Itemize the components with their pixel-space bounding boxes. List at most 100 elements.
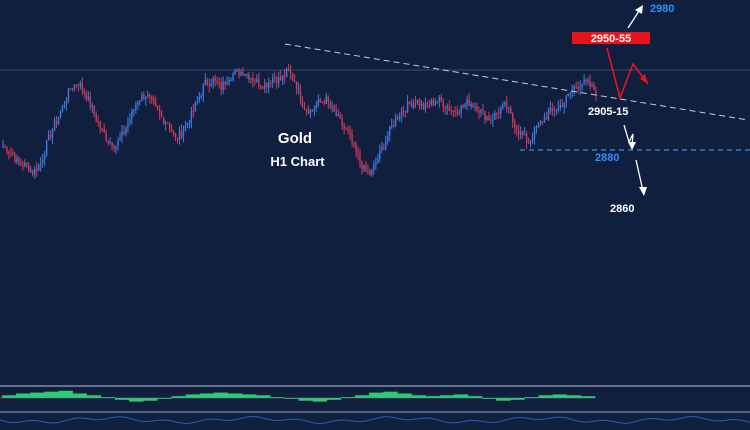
candle-body	[10, 152, 12, 154]
candle-body	[587, 80, 589, 82]
candle-body	[323, 102, 325, 104]
candle-body	[373, 164, 375, 170]
candle-body	[192, 110, 195, 112]
candle-body	[117, 140, 119, 146]
target-up-label: 2980	[650, 3, 674, 15]
candle-body	[325, 96, 327, 104]
candle-body	[313, 108, 316, 111]
candle-body	[200, 95, 203, 98]
resistance-box	[572, 32, 650, 44]
candle-body	[85, 93, 87, 100]
histogram-bar	[354, 395, 370, 398]
candle-body	[224, 81, 226, 85]
candle-body	[434, 102, 437, 106]
candle-body	[26, 162, 28, 166]
histogram-bar	[58, 390, 73, 398]
candle-body	[246, 73, 248, 75]
candle-body	[573, 86, 575, 90]
candle-body	[91, 105, 93, 108]
candle-body	[30, 170, 32, 173]
candle-body	[22, 164, 24, 167]
candle-body	[519, 131, 522, 135]
candle-body	[67, 88, 70, 101]
candle-body	[484, 110, 486, 120]
candle-body	[537, 122, 540, 127]
candle-body	[81, 83, 84, 91]
candle-body	[272, 77, 274, 84]
histogram-bar	[16, 393, 31, 398]
candle-body	[190, 110, 193, 124]
candle-body	[139, 100, 141, 103]
candle-body	[412, 102, 415, 108]
candle-body	[79, 83, 82, 87]
candle-body	[222, 81, 224, 91]
histogram-bar	[213, 392, 229, 398]
candle-body	[93, 105, 95, 115]
candle-body	[8, 152, 10, 154]
candle-body	[147, 94, 149, 97]
candle-body	[555, 110, 558, 112]
candle-body	[365, 164, 367, 171]
candle-body	[363, 164, 365, 170]
candle-body	[283, 75, 286, 77]
candle-body	[220, 83, 222, 91]
candle-body	[143, 94, 145, 99]
candle-body	[145, 96, 147, 99]
histogram-bar	[242, 394, 257, 398]
candle-body	[32, 170, 34, 175]
candle-body	[541, 121, 544, 123]
candle-body	[63, 104, 66, 106]
candle-body	[551, 107, 554, 110]
histogram-bar	[340, 397, 356, 398]
candle-body	[20, 162, 22, 165]
candle-body	[400, 110, 403, 116]
candle-body	[34, 168, 36, 175]
candle-body	[498, 113, 500, 115]
candle-body	[563, 102, 565, 108]
candle-body	[156, 106, 159, 111]
candle-body	[381, 147, 383, 151]
candle-body	[585, 79, 587, 82]
candle-body	[168, 123, 171, 129]
candle-body	[565, 96, 567, 103]
histogram-bar	[284, 398, 299, 399]
candle-body	[529, 140, 532, 144]
candle-body	[141, 94, 143, 101]
candle-body	[129, 119, 131, 124]
candle-body	[303, 107, 306, 110]
candle-body	[510, 107, 512, 114]
candle-body	[198, 97, 201, 101]
candle-body	[73, 84, 76, 90]
candle-body	[508, 107, 510, 109]
projection-path-red	[606, 47, 649, 101]
candle-body	[531, 137, 534, 141]
candle-body	[513, 121, 516, 129]
arrow-up-head	[635, 5, 643, 14]
candle-body	[125, 128, 127, 134]
histogram-bar	[439, 395, 455, 398]
candle-body	[396, 117, 399, 120]
candle-body	[111, 141, 113, 147]
candle-body	[545, 117, 548, 120]
candle-body	[333, 105, 335, 112]
candle-body	[6, 146, 8, 153]
candle-body	[470, 104, 472, 106]
candle-body	[488, 116, 490, 121]
candle-body	[515, 128, 518, 131]
candle-body	[385, 141, 387, 149]
candle-body	[238, 69, 240, 76]
histogram-bar	[143, 398, 158, 401]
candle-body	[305, 109, 308, 111]
candle-body	[549, 107, 552, 113]
candle-body	[523, 133, 526, 136]
candle-body	[228, 80, 230, 83]
candle-body	[214, 78, 216, 81]
candle-body	[101, 128, 103, 130]
candle-body	[422, 103, 425, 110]
candle-body	[583, 79, 585, 84]
candle-body	[178, 131, 181, 140]
candle-body	[553, 109, 556, 112]
candle-body	[496, 112, 498, 114]
candle-body	[268, 82, 270, 88]
